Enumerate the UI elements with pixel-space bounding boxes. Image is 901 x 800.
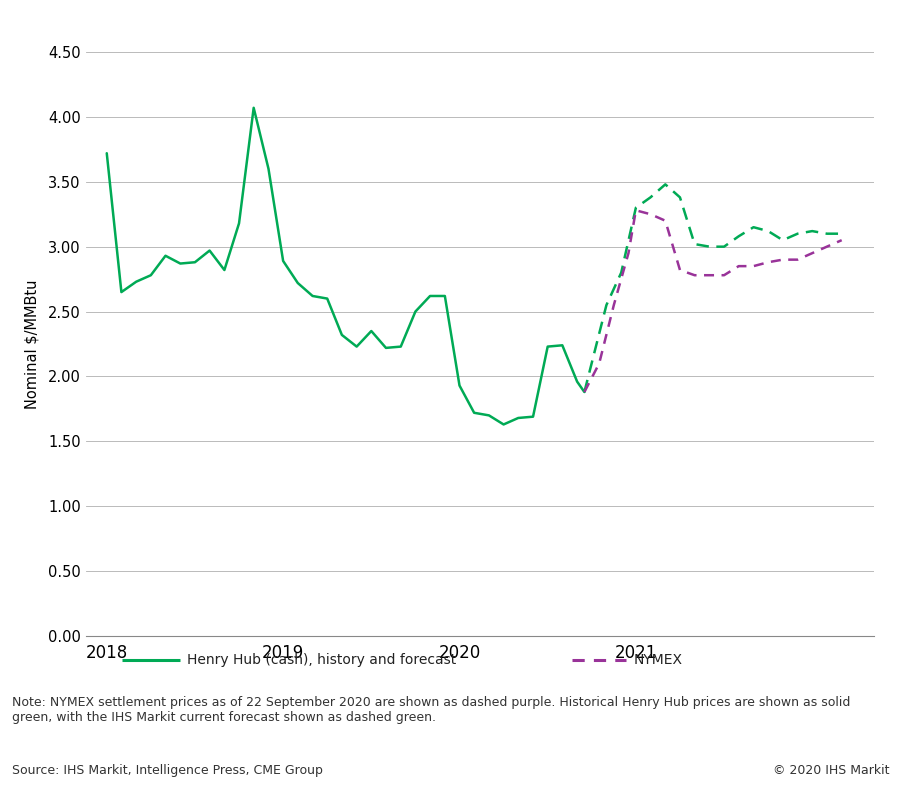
Text: Note: NYMEX settlement prices as of 22 September 2020 are shown as dashed purple: Note: NYMEX settlement prices as of 22 S… xyxy=(12,696,850,724)
Y-axis label: Nominal $/MMBtu: Nominal $/MMBtu xyxy=(24,279,40,409)
Text: Henry Hub cash prices and NYMEX natural gas futures: Henry Hub cash prices and NYMEX natural … xyxy=(12,14,609,34)
Text: Source: IHS Markit, Intelligence Press, CME Group: Source: IHS Markit, Intelligence Press, … xyxy=(12,764,323,777)
Text: NYMEX: NYMEX xyxy=(633,653,682,666)
Text: Henry Hub (cash), history and forecast: Henry Hub (cash), history and forecast xyxy=(187,653,457,666)
Text: © 2020 IHS Markit: © 2020 IHS Markit xyxy=(773,764,889,777)
